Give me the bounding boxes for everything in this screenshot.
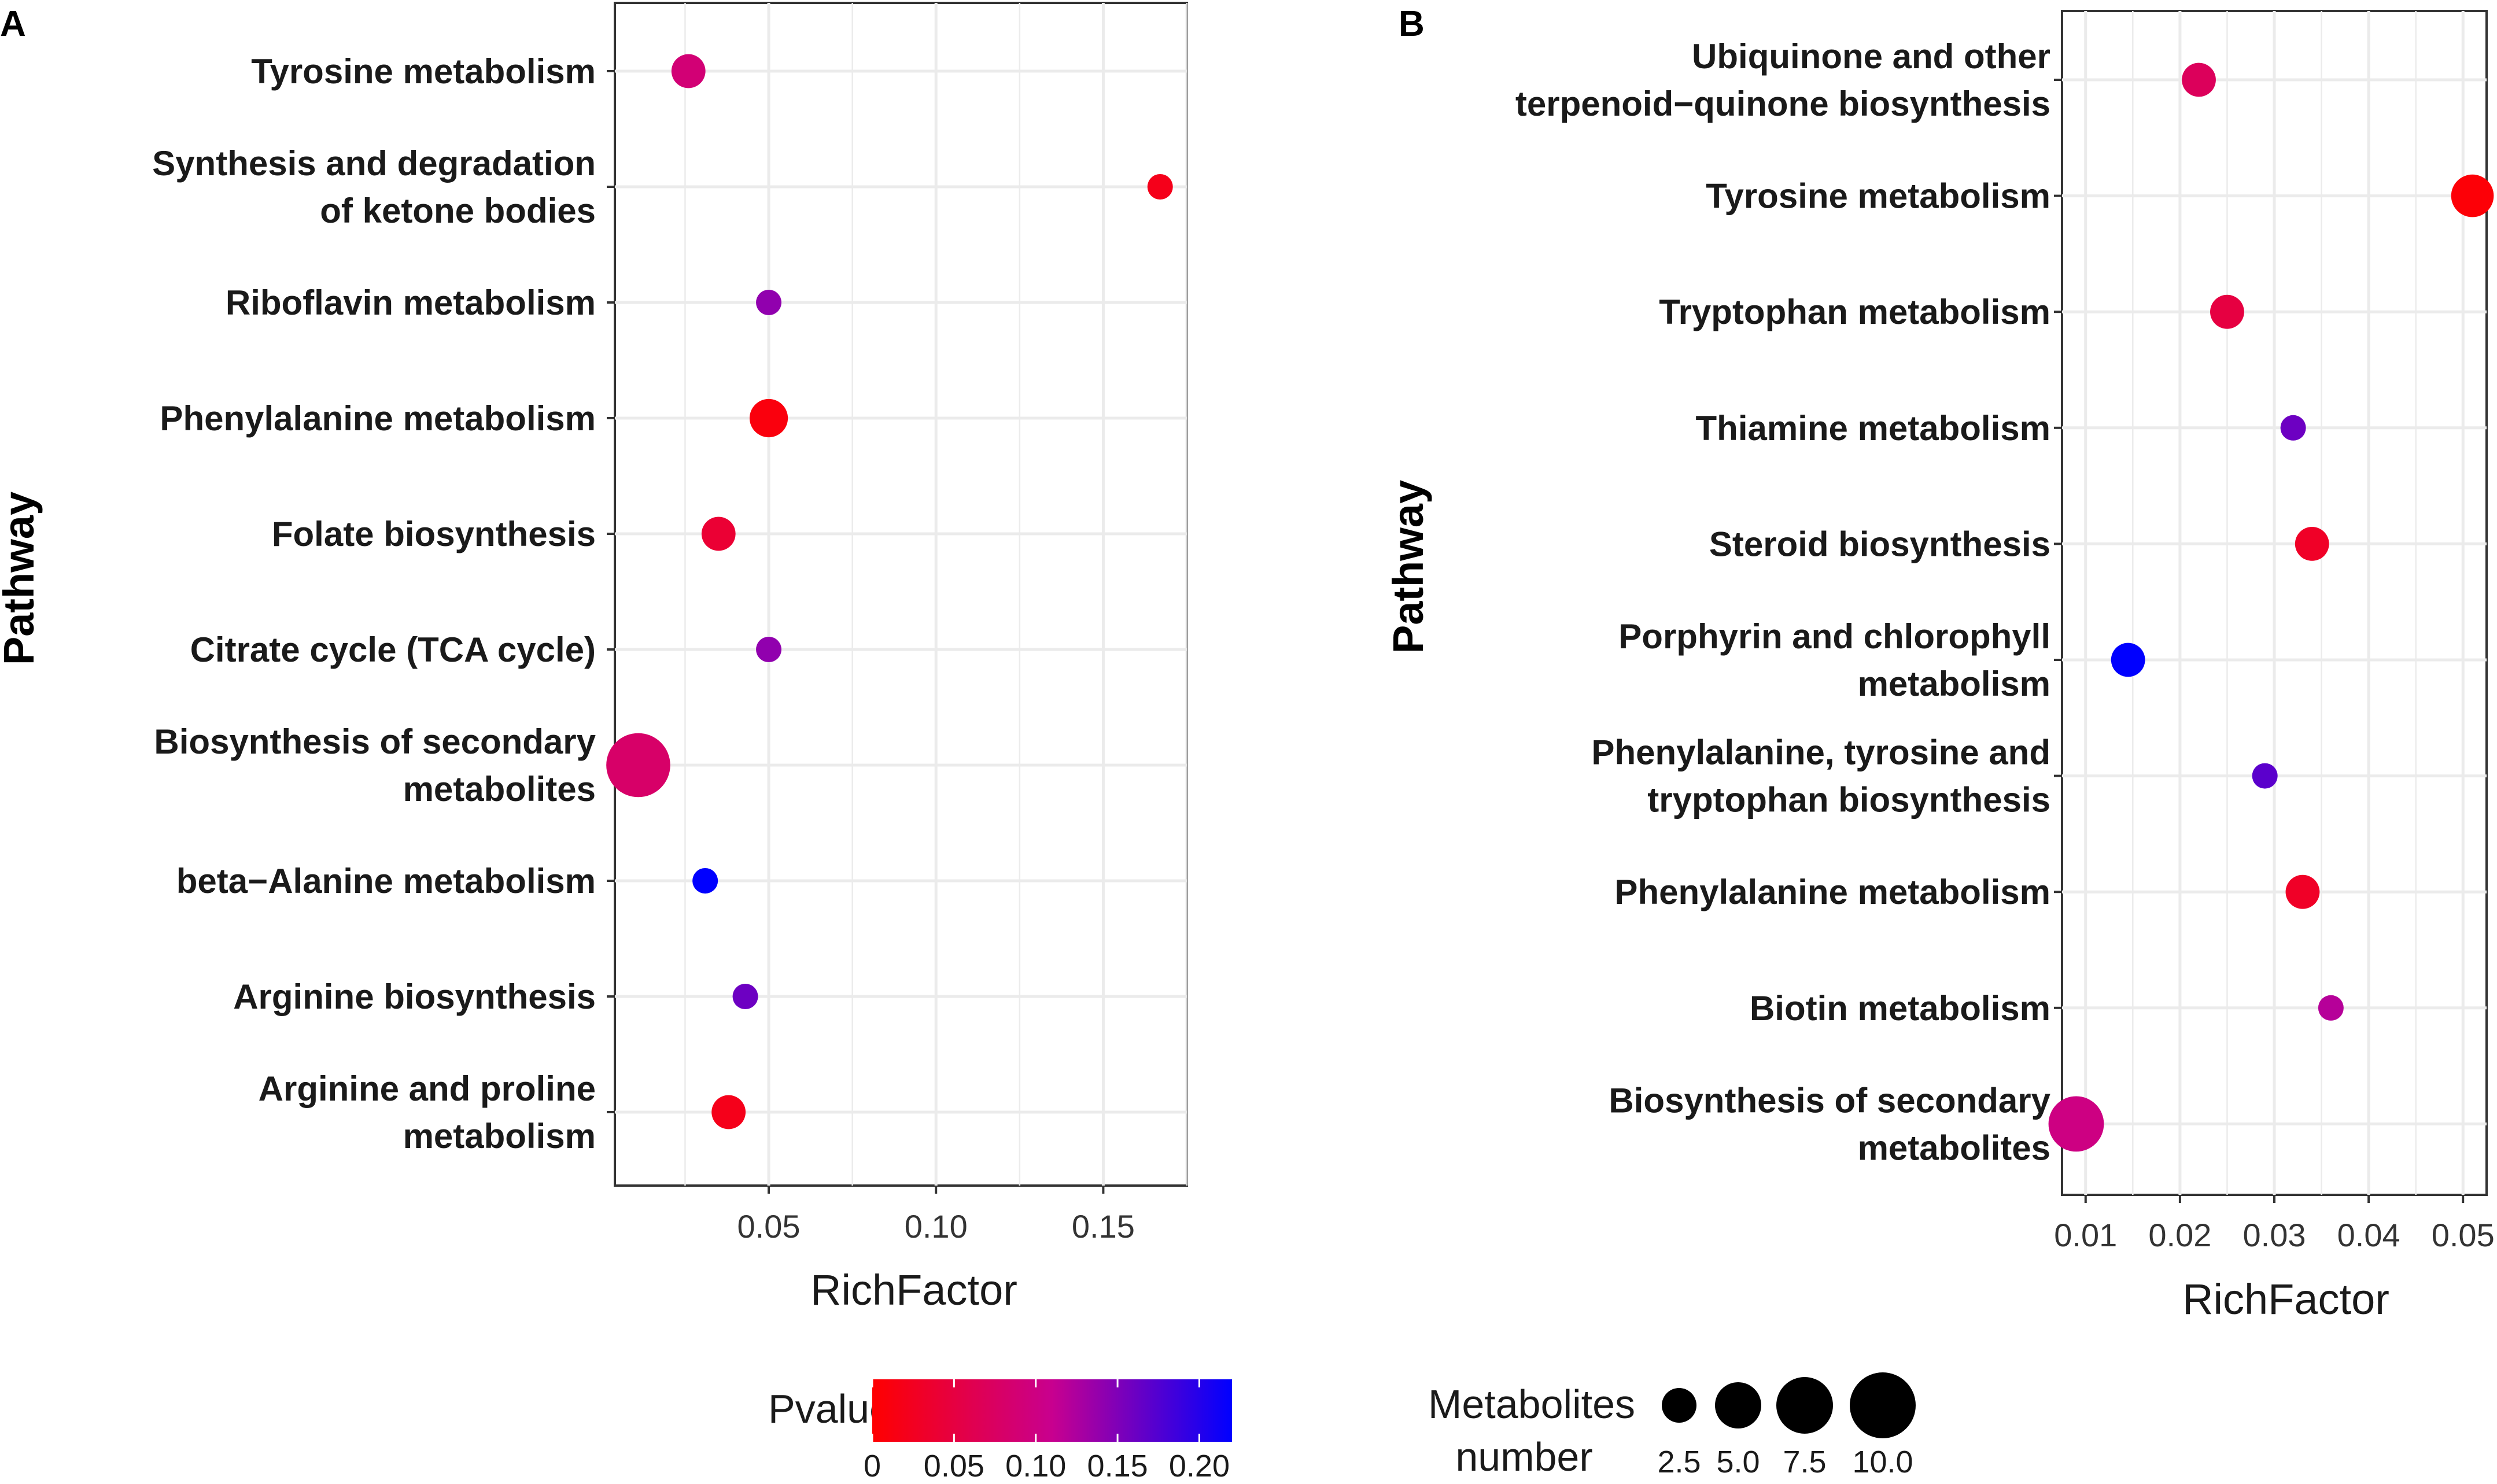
y-tick-label-arginine-and-proline-metabolism: Arginine and proline metabolism	[259, 1069, 596, 1156]
size-key-circle	[1662, 1388, 1696, 1423]
pvalue-tick-label: 0.10	[1005, 1449, 1066, 1483]
point-folate-biosynthesis	[701, 516, 736, 551]
size-key-circle	[1850, 1372, 1916, 1438]
size-key-label: 5.0	[1716, 1445, 1760, 1479]
panel-a-y-axis-title: Pathway	[0, 492, 43, 665]
panel-label-b: B	[1399, 4, 1425, 44]
panel-a-x-ticks: 0.05 0.10 0.15	[607, 70, 1135, 1245]
x-tick-label: 0.04	[2337, 1217, 2400, 1253]
pvalue-tick-label: 0.20	[1169, 1449, 1230, 1483]
panel-b-y-axis-title: Pathway	[1384, 480, 1432, 654]
point-biosynthesis-of-secondary-metabolites	[2048, 1096, 2104, 1152]
size-key-label: 10.0	[1852, 1445, 1913, 1479]
pvalue-tick-label: 0.15	[1087, 1449, 1148, 1483]
point-arginine-biosynthesis	[732, 984, 758, 1009]
panel-b-x-axis-title: RichFactor	[2182, 1275, 2389, 1323]
size-legend: Metabolites number 2.5 5.0 7.5 10.0	[1428, 1372, 1916, 1479]
x-tick-label: 0.05	[2432, 1217, 2495, 1253]
x-tick-label: 0.10	[905, 1208, 968, 1245]
y-tick-label-beta-alanine-metabolism: beta−Alanine metabolism	[176, 862, 596, 900]
x-tick-label: 0.05	[737, 1208, 801, 1245]
y-tick-label-thiamine-metabolism: Thiamine metabolism	[1696, 409, 2050, 448]
y-tick-label-folate-biosynthesis: Folate biosynthesis	[272, 515, 596, 553]
point-ubiquinone-and-other-terpenoid-quinone-biosynthesis	[2182, 62, 2216, 97]
size-key-label: 2.5	[1657, 1445, 1701, 1479]
x-tick-label: 0.15	[1072, 1208, 1135, 1245]
pvalue-tick-label: 0.05	[924, 1449, 984, 1483]
size-key-label: 7.5	[1783, 1445, 1826, 1479]
y-tick-label-phenylalanine-tyrosine-and-tryptophan-biosynthesis: Phenylalanine, tyrosine and tryptophan bi…	[1591, 733, 2050, 819]
point-riboflavin-metabolism	[756, 290, 782, 315]
panel-a-y-labels: Tyrosine metabolism Synthesis and degrada…	[152, 52, 596, 1156]
point-biosynthesis-of-secondary-metabolites	[606, 733, 670, 798]
panel-b-x-ticks: 0.01 0.02 0.03 0.04 0.05	[2054, 79, 2495, 1253]
y-tick-label-biosynthesis-of-secondary-metabolites: Biosynthesis of secondary metabolites	[1609, 1081, 2050, 1167]
x-tick-label: 0.02	[2148, 1217, 2211, 1253]
pvalue-colorbar	[872, 1379, 1232, 1442]
point-citrate-cycle-tca-cycle	[756, 637, 782, 662]
y-tick-label-biotin-metabolism: Biotin metabolism	[1750, 989, 2050, 1028]
y-tick-label-phenylalanine-metabolism: Phenylalanine metabolism	[160, 399, 596, 438]
panel-a-chart: 0.05 0.10 0.15 Tyrosine metabolism Synthesi…	[0, 2, 1188, 1314]
point-porphyrin-and-chlorophyll-metabolism	[2111, 643, 2145, 677]
panel-label-a: A	[0, 4, 26, 44]
panel-b-chart: 0.01 0.02 0.03 0.04 0.05 Ubiquinone and othe…	[1384, 10, 2495, 1323]
panel-a-frame	[614, 2, 1188, 1187]
point-tryptophan-metabolism	[2210, 294, 2244, 329]
x-tick-label: 0.03	[2243, 1217, 2306, 1253]
size-legend-keys: 2.5 5.0 7.5 10.0	[1657, 1372, 1916, 1479]
point-steroid-biosynthesis	[2295, 527, 2329, 561]
point-phenylalanine-metabolism	[2285, 874, 2320, 909]
size-key-circle	[1776, 1377, 1833, 1434]
size-key-circle	[1715, 1382, 1761, 1428]
point-tyrosine-metabolism	[671, 54, 706, 88]
point-tyrosine-metabolism	[2451, 174, 2494, 217]
pvalue-legend-title: Pvalue	[768, 1386, 892, 1431]
y-tick-label-tyrosine-metabolism: Tyrosine metabolism	[251, 52, 596, 91]
panel-b-y-labels: Ubiquinone and other terpenoid−quinone bi…	[1515, 37, 2051, 1167]
panel-b-points	[2048, 62, 2494, 1152]
panel-a-x-axis-title: RichFactor	[810, 1266, 1017, 1314]
pvalue-tick-label: 0	[864, 1449, 881, 1483]
pvalue-legend: Pvalue 0 0.05 0.10 0.15 0.20	[768, 1379, 1232, 1483]
y-tick-label-ubiquinone-and-other-terpenoid-quinone-biosynthesis: Ubiquinone and other terpenoid−quinone bi…	[1515, 37, 2050, 123]
point-beta-alanine-metabolism	[692, 868, 718, 894]
point-biotin-metabolism	[2318, 995, 2344, 1021]
point-phenylalanine-metabolism	[749, 398, 788, 438]
point-synthesis-and-degradation-of-ketone-bodies	[1147, 174, 1173, 200]
size-legend-title-line1: Metabolites	[1428, 1382, 1635, 1427]
y-tick-label-biosynthesis-of-secondary-metabolites: Biosynthesis of secondary metabolites	[154, 722, 596, 809]
y-tick-label-synthesis-and-degradation-of-ketone-bodies: Synthesis and degradation of ketone bodie…	[152, 144, 596, 230]
size-legend-title-line2: number	[1455, 1434, 1592, 1479]
point-arginine-and-proline-metabolism	[711, 1095, 746, 1129]
y-tick-label-arginine-biosynthesis: Arginine biosynthesis	[233, 977, 596, 1016]
point-phenylalanine-tyrosine-and-tryptophan-biosynthesis	[2252, 763, 2278, 789]
pvalue-legend-ticks: 0 0.05 0.10 0.15 0.20	[864, 1379, 1230, 1483]
y-tick-label-citrate-cycle-tca-cycle: Citrate cycle (TCA cycle)	[190, 630, 596, 669]
y-tick-label-tryptophan-metabolism: Tryptophan metabolism	[1659, 293, 2050, 331]
x-tick-label: 0.01	[2054, 1217, 2117, 1253]
y-tick-label-steroid-biosynthesis: Steroid biosynthesis	[1709, 525, 2050, 563]
y-tick-label-tyrosine-metabolism: Tyrosine metabolism	[1706, 177, 2050, 216]
y-tick-label-phenylalanine-metabolism: Phenylalanine metabolism	[1614, 873, 2050, 911]
point-thiamine-metabolism	[2280, 415, 2306, 441]
y-tick-label-riboflavin-metabolism: Riboflavin metabolism	[226, 283, 596, 322]
y-tick-label-porphyrin-and-chlorophyll-metabolism: Porphyrin and chlorophyll metabolism	[1618, 617, 2050, 703]
panel-a-points	[606, 54, 1173, 1129]
